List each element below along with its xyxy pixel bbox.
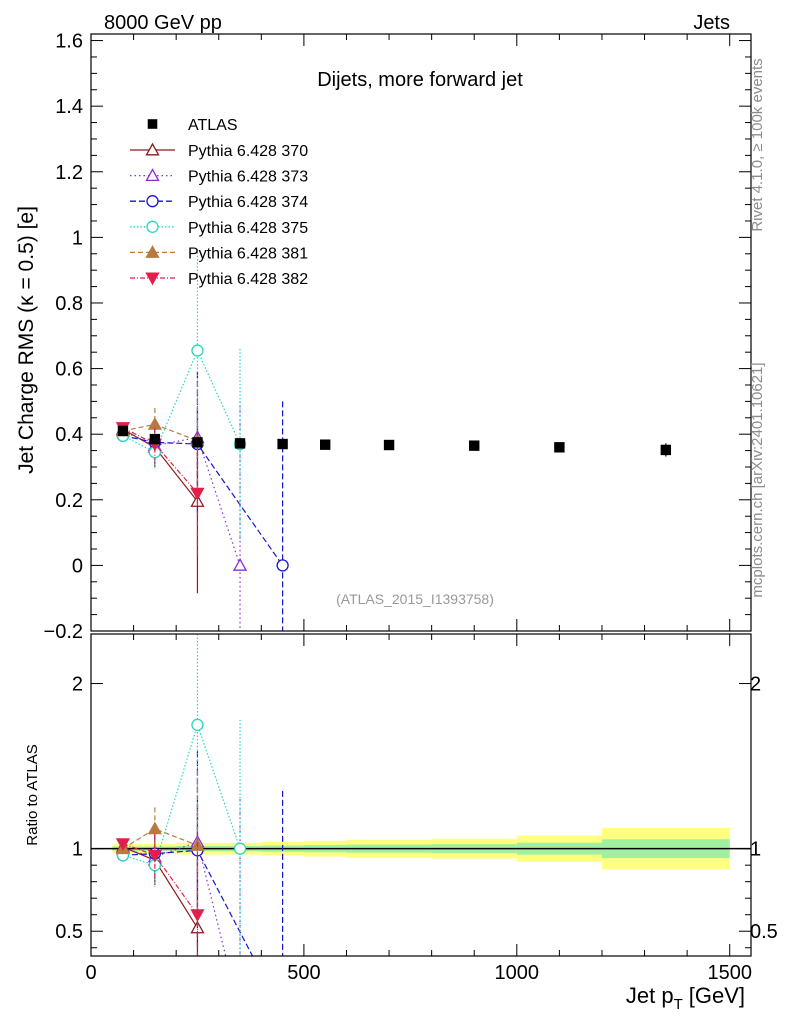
legend-label-pythia-6-428-381: Pythia 6.428 381 — [188, 245, 308, 262]
atlas-point — [554, 442, 565, 453]
ratio-y-tick-label-right: 0.5 — [750, 921, 778, 943]
point-pythia-6-428-373 — [232, 558, 248, 571]
atlas-point — [234, 438, 246, 449]
x-tick-label: 1000 — [495, 962, 540, 984]
legend: ATLAS Pythia 6.428 370 Pythia 6.428 373 Pyt… — [130, 117, 308, 288]
ratio-line-pythia-6-428-373 — [122, 841, 227, 956]
ratio-point-pythia-6-428-381 — [147, 821, 162, 835]
main-frame — [90, 33, 752, 632]
x-axis-label-main: Jet p — [626, 983, 674, 1008]
x-tick-label: 1500 — [707, 962, 752, 984]
y-tick-label: 0.8 — [55, 293, 83, 315]
point-pythia-6-428-374 — [276, 559, 289, 572]
x-axis-label-unit: [GeV] — [689, 983, 745, 1008]
point-pythia-6-428-375 — [191, 344, 204, 357]
atlas-point — [277, 438, 288, 450]
ratio-y-tick-label-left: 2 — [72, 674, 83, 696]
data-uncertainty-bands-ratio — [91, 828, 751, 870]
ratio-line-pythia-6-428-381 — [122, 828, 198, 850]
series-line-pythia-6-428-373 — [122, 430, 241, 566]
side-rivet-label: Rivet 4.1.0, ≥ 100k events — [749, 58, 766, 231]
ratio-point-pythia-6-428-382 — [115, 838, 131, 852]
series-line-pythia-6-428-374 — [122, 435, 284, 566]
legend-marker-pythia-6-428-374 — [146, 195, 159, 208]
legend-label-pythia-6-428-370: Pythia 6.428 370 — [188, 143, 308, 160]
side-mcplots-label: mcplots.cern.ch [arXiv:2401.10621] — [749, 362, 766, 597]
ratio-y-tick-label-right: 2 — [750, 674, 761, 696]
y-tick-label: 1 — [72, 227, 83, 249]
header-right-label: Jets — [693, 12, 730, 34]
point-pythia-6-428-382 — [190, 487, 205, 501]
legend-label-pythia-6-428-382: Pythia 6.428 382 — [188, 271, 308, 288]
ratio-point-pythia-6-428-382 — [147, 849, 162, 863]
x-tick-label: 0 — [85, 962, 96, 984]
series-line-pythia-6-428-375 — [122, 349, 241, 454]
atlas-point — [383, 439, 395, 451]
point-pythia-6-428-381 — [147, 417, 162, 430]
atlas-point — [469, 440, 480, 451]
y-tick-label: 1.2 — [55, 162, 83, 184]
y-tick-label: −0.2 — [44, 621, 83, 643]
atlas-point — [117, 425, 129, 437]
ratio-y-axis-label: Ratio to ATLAS — [24, 744, 41, 845]
mc-series-ratio — [115, 634, 284, 956]
legend-label-atlas: ATLAS — [188, 117, 238, 134]
y-tick-label: 0.2 — [55, 490, 83, 512]
labels: 8000 GeV pp Jets Dijets, more forward je… — [15, 12, 766, 1013]
atlas-point — [192, 437, 203, 448]
y-tick-label: 0.6 — [55, 359, 83, 381]
x-tick-label: 500 — [287, 962, 320, 984]
analysis-id-label: (ATLAS_2015_I1393758) — [336, 591, 494, 607]
chart-title: Dijets, more forward jet — [317, 69, 523, 91]
legend-marker-pythia-6-428-373 — [145, 168, 160, 182]
y-tick-label: 0.4 — [55, 424, 83, 446]
series-line-pythia-6-428-382 — [122, 427, 198, 494]
x-axis-label-sub: T — [674, 996, 683, 1013]
ratio-point-pythia-6-428-375 — [191, 718, 204, 731]
ratio-y-tick-label-right: 1 — [750, 839, 761, 861]
legend-label-pythia-6-428-375: Pythia 6.428 375 — [188, 220, 308, 237]
ratio-y-tick-label-left: 0.5 — [55, 921, 83, 943]
ratio-frame — [90, 633, 752, 957]
legend-marker-pythia-6-428-375 — [146, 220, 159, 233]
legend-marker-pythia-6-428-370 — [145, 142, 160, 156]
atlas-point — [319, 439, 331, 450]
ratio-point-pythia-6-428-375 — [233, 842, 247, 855]
atlas-data-points — [117, 425, 672, 457]
ratio-line-pythia-6-428-375 — [122, 722, 241, 866]
y-tick-label: 1.6 — [55, 31, 83, 53]
axes: 0 500 1000 1500 −0.2 0 0.2 0.4 0.6 0.8 1 1.2 1.4 1.6 0… — [44, 31, 778, 984]
y-tick-label: 1.4 — [55, 96, 83, 118]
legend-marker-pythia-6-428-382 — [145, 272, 160, 286]
legend-marker-pythia-6-428-381 — [145, 245, 160, 258]
ratio-point-pythia-6-428-382 — [190, 909, 205, 923]
ratio-y-tick-label-left: 1 — [72, 839, 83, 861]
ratio-line-pythia-6-428-374 — [122, 849, 254, 956]
atlas-point — [149, 433, 161, 445]
legend-label-pythia-6-428-374: Pythia 6.428 374 — [188, 194, 308, 211]
legend-marker-atlas — [147, 119, 158, 129]
y-tick-label: 0 — [72, 555, 83, 577]
atlas-point — [660, 444, 672, 456]
x-axis-label: Jet pT [GeV] — [626, 983, 745, 1013]
header-left-label: 8000 GeV pp — [104, 12, 222, 34]
legend-label-pythia-6-428-373: Pythia 6.428 373 — [188, 169, 308, 186]
y-axis-label: Jet Charge RMS (κ = 0.5) [e] — [15, 206, 38, 474]
